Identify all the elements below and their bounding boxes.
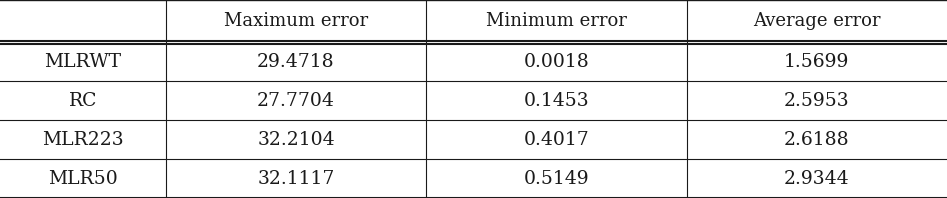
Text: MLR223: MLR223 bbox=[42, 131, 124, 149]
Text: 0.1453: 0.1453 bbox=[524, 92, 589, 110]
Text: 2.5953: 2.5953 bbox=[784, 92, 849, 110]
Text: 0.0018: 0.0018 bbox=[524, 53, 589, 71]
Text: 1.5699: 1.5699 bbox=[784, 53, 849, 71]
Text: 32.1117: 32.1117 bbox=[258, 169, 334, 188]
Text: 0.5149: 0.5149 bbox=[524, 169, 589, 188]
Text: MLRWT: MLRWT bbox=[45, 53, 121, 71]
Text: 32.2104: 32.2104 bbox=[258, 131, 334, 149]
Text: MLR50: MLR50 bbox=[48, 169, 117, 188]
Text: 27.7704: 27.7704 bbox=[257, 92, 335, 110]
Text: 29.4718: 29.4718 bbox=[258, 53, 334, 71]
Text: 2.6188: 2.6188 bbox=[784, 131, 849, 149]
Text: Maximum error: Maximum error bbox=[223, 12, 368, 30]
Text: RC: RC bbox=[68, 92, 98, 110]
Text: 2.9344: 2.9344 bbox=[784, 169, 849, 188]
Text: Minimum error: Minimum error bbox=[486, 12, 627, 30]
Text: 0.4017: 0.4017 bbox=[524, 131, 589, 149]
Text: Average error: Average error bbox=[753, 12, 881, 30]
